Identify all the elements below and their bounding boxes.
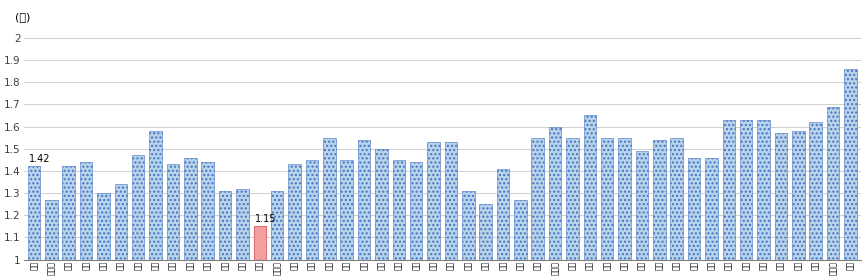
Bar <box>358 140 370 259</box>
Bar <box>132 155 144 259</box>
Bar <box>670 138 683 259</box>
Bar <box>393 160 405 259</box>
Bar <box>45 200 58 259</box>
Bar <box>775 133 787 259</box>
Bar <box>636 151 648 259</box>
Bar <box>236 189 249 259</box>
Bar <box>323 138 336 259</box>
Bar <box>202 162 214 259</box>
Text: 1.15: 1.15 <box>254 214 276 224</box>
Bar <box>810 122 822 259</box>
Bar <box>549 127 561 259</box>
Bar <box>410 162 422 259</box>
Bar <box>341 160 353 259</box>
Bar <box>80 162 93 259</box>
Bar <box>150 131 162 259</box>
Bar <box>722 120 735 259</box>
Text: (人): (人) <box>16 12 30 22</box>
Bar <box>427 142 439 259</box>
Bar <box>271 191 284 259</box>
Bar <box>167 164 179 259</box>
Bar <box>219 191 231 259</box>
Bar <box>688 158 701 259</box>
Bar <box>479 204 492 259</box>
Bar <box>514 200 527 259</box>
Bar <box>740 120 753 259</box>
Bar <box>288 164 301 259</box>
Bar <box>757 120 770 259</box>
Bar <box>844 69 856 259</box>
Bar <box>497 169 509 259</box>
Bar <box>253 226 266 259</box>
Bar <box>653 140 665 259</box>
Bar <box>305 160 318 259</box>
Bar <box>445 142 457 259</box>
Bar <box>28 167 41 259</box>
Bar <box>114 184 127 259</box>
Bar <box>827 107 839 259</box>
Bar <box>97 193 110 259</box>
Bar <box>531 138 544 259</box>
Bar <box>792 131 804 259</box>
Bar <box>601 138 613 259</box>
Bar <box>375 149 388 259</box>
Bar <box>567 138 579 259</box>
Text: 1.42: 1.42 <box>29 154 50 164</box>
Bar <box>462 191 475 259</box>
Bar <box>618 138 631 259</box>
Bar <box>184 158 196 259</box>
Bar <box>584 116 596 259</box>
Bar <box>705 158 718 259</box>
Bar <box>62 167 75 259</box>
